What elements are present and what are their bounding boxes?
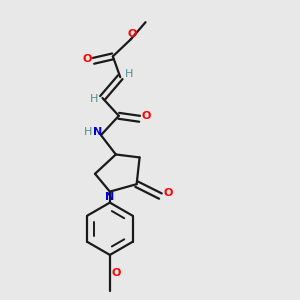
Text: H: H [90,94,98,104]
Text: O: O [82,54,92,64]
Text: O: O [163,188,172,198]
Text: H: H [84,127,93,137]
Text: N: N [93,127,102,137]
Text: N: N [105,192,115,202]
Text: O: O [141,111,151,121]
Text: O: O [128,29,137,39]
Text: O: O [112,268,121,278]
Text: H: H [124,69,133,79]
